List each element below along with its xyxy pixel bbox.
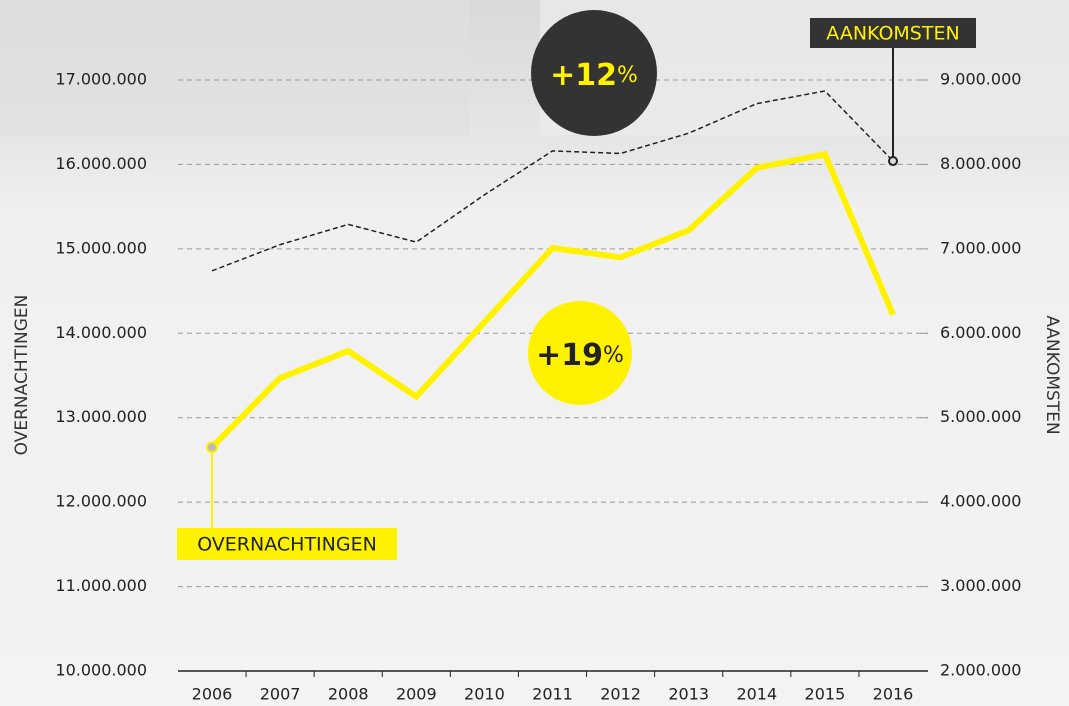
- annotation-number: +19: [536, 338, 603, 373]
- annotation-unit: %: [603, 343, 624, 368]
- annotation: +19%: [536, 338, 624, 373]
- annotation-number: +12: [550, 58, 617, 93]
- label-dot: [888, 156, 898, 167]
- x-tick-label: 2013: [668, 685, 709, 704]
- label-dot: [206, 441, 218, 454]
- annotation-unit: %: [617, 63, 638, 88]
- series-label: OVERNACHTINGEN: [197, 534, 377, 556]
- x-tick-label: 2012: [600, 685, 641, 704]
- annotation-circle: [528, 301, 632, 405]
- x-tick-label: 2014: [736, 685, 777, 704]
- y2-tick-label: 7.000.000: [940, 238, 1021, 257]
- y-tick-label: 14.000.000: [55, 323, 147, 342]
- annotation-circle: [531, 10, 657, 136]
- y2-tick-label: 2.000.000: [940, 661, 1021, 680]
- pillow: [0, 0, 470, 135]
- y2-tick-label: 4.000.000: [940, 492, 1021, 511]
- y-axis-label: OVERNACHTINGEN: [12, 295, 32, 456]
- x-tick-label: 2007: [260, 685, 301, 704]
- y2-tick-label: 5.000.000: [940, 407, 1021, 426]
- y-tick-label: 10.000.000: [55, 661, 147, 680]
- series-label-box: [810, 18, 976, 48]
- x-tick-label: 2008: [328, 685, 369, 704]
- y2-axis-label: AANKOMSTEN: [1042, 315, 1062, 434]
- x-tick-label: 2015: [805, 685, 846, 704]
- y-tick-label: 13.000.000: [55, 407, 147, 426]
- y2-tick-label: 8.000.000: [940, 154, 1021, 173]
- x-tick-label: 2011: [532, 685, 573, 704]
- x-tick-label: 2016: [873, 685, 914, 704]
- x-tick-label: 2009: [396, 685, 437, 704]
- y2-tick-label: 9.000.000: [940, 70, 1021, 89]
- x-tick-label: 2010: [464, 685, 505, 704]
- y2-tick-label: 3.000.000: [940, 576, 1021, 595]
- series-line: [209, 150, 896, 450]
- series-line: [211, 90, 894, 272]
- y-tick-label: 11.000.000: [55, 576, 147, 595]
- y-tick-label: 12.000.000: [55, 492, 147, 511]
- y-tick-label: 16.000.000: [55, 154, 147, 173]
- annotation: +12%: [550, 58, 638, 93]
- y2-tick-label: 6.000.000: [940, 323, 1021, 342]
- y-tick-label: 15.000.000: [55, 238, 147, 257]
- series-label: AANKOMSTEN: [826, 23, 959, 45]
- series-label-box: [177, 528, 397, 560]
- y-tick-label: 17.000.000: [55, 70, 147, 89]
- x-tick-label: 2006: [192, 685, 233, 704]
